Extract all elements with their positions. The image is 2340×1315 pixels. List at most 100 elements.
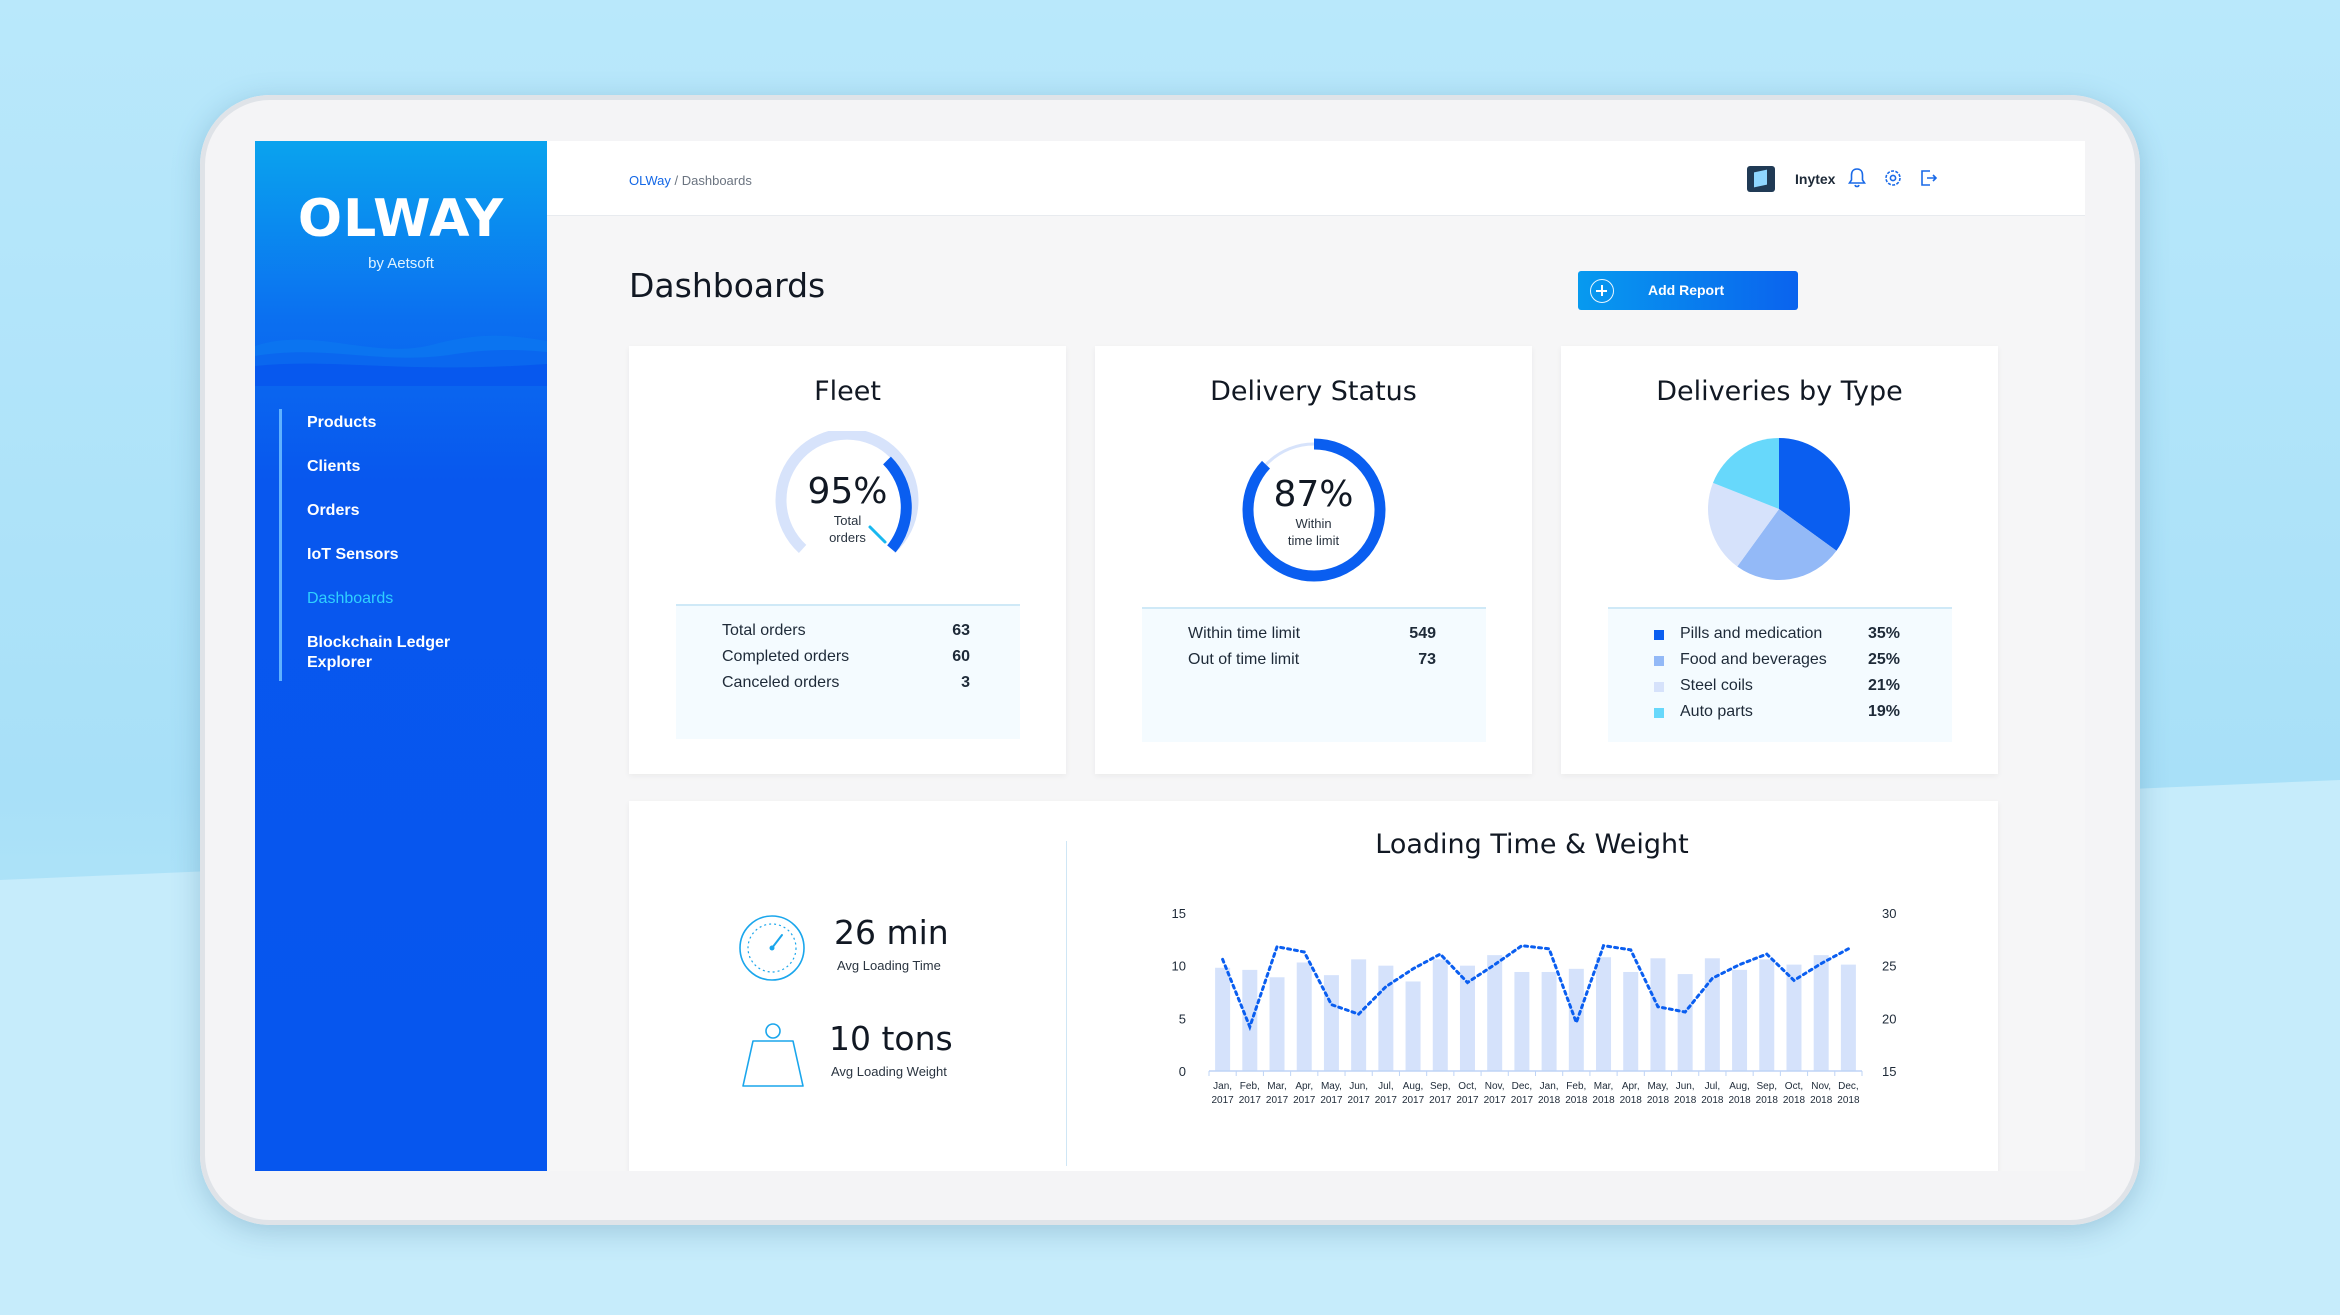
avg-loading-weight-value: 10 tons [829, 1019, 953, 1058]
x-tick-label-month: Dec, [1512, 1081, 1533, 1092]
x-tick-label-year: 2018 [1647, 1095, 1670, 1106]
x-tick-label-year: 2018 [1783, 1095, 1806, 1106]
sidebar-item-clients[interactable]: Clients [307, 458, 361, 475]
x-tick-label-month: Jul, [1378, 1081, 1394, 1092]
chart-bar [1514, 971, 1530, 1071]
delivery-status-card: Delivery Status 87% Within time limit Wi… [1095, 346, 1532, 774]
x-tick-label-year: 2018 [1592, 1095, 1615, 1106]
delivery-gauge-caption-1: Within [1295, 516, 1332, 531]
chart-bar [1840, 964, 1856, 1071]
sidebar-item-dashboards[interactable]: Dashboards [307, 590, 394, 607]
breadcrumb: OLWay / Dashboards [629, 173, 752, 188]
loading-card: 26 min Avg Loading Time 10 tons Avg Load… [629, 801, 1998, 1171]
fleet-gauge [775, 431, 919, 553]
add-report-button[interactable]: Add Report [1578, 271, 1798, 310]
speedometer-icon [739, 915, 805, 981]
y-left-tick: 10 [1172, 959, 1186, 974]
legend-swatch [1654, 682, 1664, 692]
stat-row: Canceled orders 3 [722, 674, 1020, 700]
loading-time-weight-chart: 0 5 10 15 15 20 25 30 Jan, 2017 Feb, 2017 Mar, 2017 Ap… [1172, 906, 1897, 1106]
chart-bar [1596, 957, 1612, 1071]
top-bar: OLWay / Dashboards Inytex [547, 141, 2085, 216]
stat-label: Within time limit [1188, 625, 1301, 642]
fleet-card: Fleet 95% Total orders Total orders 63 Co… [629, 346, 1066, 774]
chart-bar [1704, 958, 1720, 1071]
sidebar-item-orders[interactable]: Orders [307, 502, 360, 519]
main-content: Dashboards Add Report Fleet 95% Total or… [547, 216, 2085, 1171]
x-tick-label-month: Jun, [1676, 1081, 1695, 1092]
stat-value: 60 [952, 648, 970, 665]
wave-decoration [255, 335, 547, 386]
y-right-tick: 20 [1882, 1011, 1896, 1026]
bell-icon[interactable] [1844, 165, 1870, 191]
x-tick-label-month: Apr, [1295, 1081, 1313, 1092]
sidebar-item-blockchain-ledger-explorer[interactable]: Blockchain Ledger Explorer [307, 634, 451, 671]
stat-row: Completed orders 60 [722, 648, 1020, 674]
x-tick-label-year: 2018 [1701, 1095, 1724, 1106]
sidebar-item-iot-sensors[interactable]: IoT Sensors [307, 546, 399, 563]
sidebar: OLWAY by Aetsoft Products Clients Orders… [255, 141, 547, 1171]
organization-name[interactable]: Inytex [1795, 171, 1836, 187]
stat-row: Out of time limit 73 [1188, 651, 1486, 677]
x-tick-label-month: May, [1647, 1081, 1668, 1092]
deliveries-by-type-title: Deliveries by Type [1656, 376, 1903, 407]
logout-icon[interactable] [1915, 165, 1941, 191]
gear-icon[interactable] [1880, 165, 1906, 191]
page-title: Dashboards [629, 266, 826, 305]
x-tick-label-year: 2018 [1565, 1095, 1588, 1106]
fleet-percent: 95% [807, 471, 888, 512]
legend-value: 21% [1867, 677, 1900, 694]
chart-bar [1378, 965, 1394, 1071]
sidebar-item-products[interactable]: Products [307, 414, 377, 431]
fleet-title: Fleet [814, 376, 881, 407]
chart-bar [1650, 958, 1666, 1071]
pie-slice-0 [1779, 438, 1850, 551]
chart-bar [1732, 969, 1748, 1071]
x-tick-label-year: 2018 [1756, 1095, 1779, 1106]
x-tick-label-month: Dec, [1838, 1081, 1859, 1092]
chart-bar [1541, 971, 1557, 1071]
chart-bar [1623, 971, 1639, 1071]
y-right-tick: 15 [1882, 1064, 1896, 1079]
brand-logo[interactable]: OLWAY [297, 189, 505, 249]
stat-value: 549 [1409, 625, 1436, 642]
x-tick-label-year: 2018 [1674, 1095, 1697, 1106]
chart-bar [1269, 977, 1285, 1071]
fleet-stats: Total orders 63 Completed orders 60 Cancel… [676, 604, 1020, 739]
delivery-status-title: Delivery Status [1210, 376, 1417, 407]
legend-swatch [1654, 630, 1664, 640]
x-tick-label-month: Sep, [1756, 1081, 1777, 1092]
pie-slice-3 [1712, 438, 1779, 509]
x-tick-label-year: 2017 [1429, 1095, 1452, 1106]
avg-loading-weight-label: Avg Loading Weight [831, 1064, 947, 1079]
x-tick-label-month: Jan, [1213, 1081, 1232, 1092]
chart-bar [1242, 969, 1258, 1071]
y-left-tick: 15 [1172, 906, 1186, 921]
organization-logo [1747, 166, 1775, 192]
stat-label: Out of time limit [1188, 651, 1300, 668]
x-tick-label-year: 2017 [1239, 1095, 1262, 1106]
x-tick-label-month: Feb, [1240, 1081, 1260, 1092]
x-tick-label-month: May, [1321, 1081, 1342, 1092]
pie-slice-2 [1708, 482, 1779, 567]
x-tick-label-month: Nov, [1485, 1081, 1505, 1092]
fleet-gauge-caption-2: orders [829, 530, 866, 545]
stat-row: Total orders 63 [722, 622, 1020, 648]
stat-value: 63 [952, 622, 970, 639]
deliveries-pie-chart [1708, 438, 1850, 580]
breadcrumb-current: Dashboards [681, 173, 752, 188]
legend-label: Auto parts [1680, 703, 1753, 720]
breadcrumb-home[interactable]: OLWay [629, 173, 671, 188]
x-tick-label-month: Feb, [1566, 1081, 1586, 1092]
x-tick-label-month: Jun, [1349, 1081, 1368, 1092]
legend-row: Steel coils 21% [1654, 677, 1952, 703]
delivery-stats: Within time limit 549 Out of time limit 73 [1142, 607, 1486, 742]
x-tick-label-year: 2018 [1810, 1095, 1833, 1106]
stat-value: 3 [961, 674, 970, 691]
legend-label: Pills and medication [1680, 625, 1823, 642]
x-tick-label-year: 2018 [1837, 1095, 1860, 1106]
weight-icon [742, 1023, 804, 1087]
chart-bar [1405, 981, 1421, 1071]
x-tick-label-year: 2018 [1620, 1095, 1643, 1106]
add-report-label: Add Report [1648, 282, 1725, 298]
